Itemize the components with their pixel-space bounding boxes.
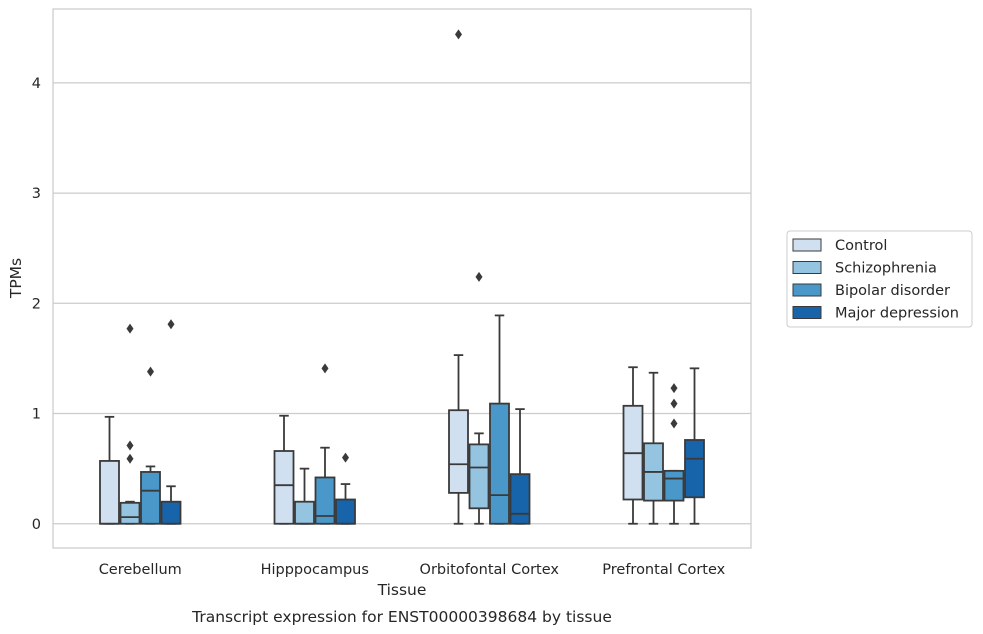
legend-swatch (792, 238, 822, 252)
box-group (468, 271, 490, 525)
box-group (489, 314, 510, 525)
box-group (140, 366, 161, 525)
legend-label: Bipolar disorder (835, 283, 950, 299)
box-group (509, 408, 531, 525)
x-tick-label: Cerebellum (99, 562, 182, 578)
x-tick-label: Prefrontal Cortex (602, 562, 725, 578)
legend-swatch (792, 283, 822, 297)
box (663, 469, 685, 502)
box (468, 443, 490, 510)
box-group (273, 414, 295, 525)
box (119, 501, 141, 525)
box (314, 476, 336, 525)
box-group (294, 467, 315, 525)
box (448, 409, 469, 494)
y-tick-label: 1 (32, 407, 41, 423)
outlier-point (167, 319, 175, 330)
legend-label: Major depression (835, 306, 959, 322)
outlier-point (321, 363, 329, 374)
box-group (663, 383, 685, 525)
box (294, 500, 315, 525)
box-group (99, 415, 120, 525)
outlier-point (670, 398, 678, 409)
outlier-point (147, 366, 154, 377)
x-axis-ticks: Cerebellum Hipppocampus Orbitofontal Corte… (99, 562, 726, 578)
box-group (119, 323, 141, 525)
legend: Control Schizophrenia Bipolar disorder Majo… (786, 230, 973, 328)
legend-swatch (792, 261, 822, 274)
x-tick-label: Orbitofontal Cortex (420, 562, 560, 578)
box (273, 450, 295, 525)
outlier-point (126, 453, 134, 464)
chart-caption: Transcript expression for ENST0000039868… (191, 608, 612, 626)
plot-boxes (99, 29, 705, 525)
box-group (643, 371, 664, 525)
outlier-point (670, 383, 678, 394)
box (99, 460, 120, 525)
legend-swatch (792, 306, 822, 319)
outlier-point (670, 418, 678, 429)
y-tick-label: 4 (32, 76, 41, 92)
box-group (622, 366, 644, 525)
outlier-point (342, 452, 349, 463)
y-tick-label: 2 (32, 296, 41, 312)
box-group (684, 367, 705, 525)
y-tick-label: 3 (32, 186, 41, 202)
box (509, 473, 531, 525)
outlier-point (455, 29, 462, 40)
box (140, 471, 161, 525)
x-axis-title: Tissue (377, 581, 427, 599)
outlier-point (475, 271, 483, 282)
outlier-point (126, 323, 134, 334)
box-group (160, 319, 182, 525)
box (160, 500, 182, 525)
legend-frame (786, 230, 973, 328)
box-group (335, 452, 356, 525)
y-axis-ticks: 0 1 2 3 4 (32, 76, 41, 533)
outlier-point (126, 440, 134, 451)
box-group (448, 29, 469, 525)
y-axis-title: TPMs (7, 258, 25, 299)
legend-label: Schizophrenia (835, 261, 937, 277)
legend-label: Control (835, 238, 887, 254)
box (684, 439, 705, 499)
box (335, 498, 356, 525)
y-tick-label: 0 (32, 517, 41, 533)
x-tick-label: Hipppocampus (261, 562, 369, 578)
box-group (314, 363, 336, 525)
box (489, 402, 510, 525)
plot-area-frame (52, 8, 752, 549)
